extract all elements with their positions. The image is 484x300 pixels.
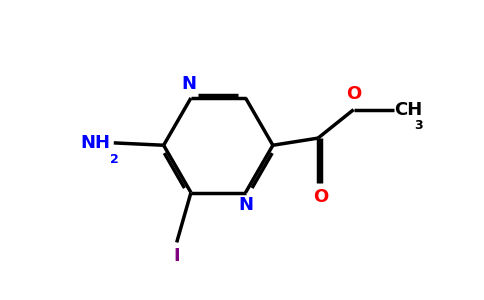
- Text: I: I: [173, 247, 180, 265]
- Text: O: O: [313, 188, 328, 206]
- Text: N: N: [238, 196, 253, 214]
- Text: 2: 2: [110, 153, 119, 166]
- Text: 3: 3: [414, 119, 423, 132]
- Text: NH: NH: [80, 134, 110, 152]
- Text: CH: CH: [394, 100, 422, 118]
- Text: O: O: [346, 85, 361, 103]
- Text: N: N: [181, 75, 196, 93]
